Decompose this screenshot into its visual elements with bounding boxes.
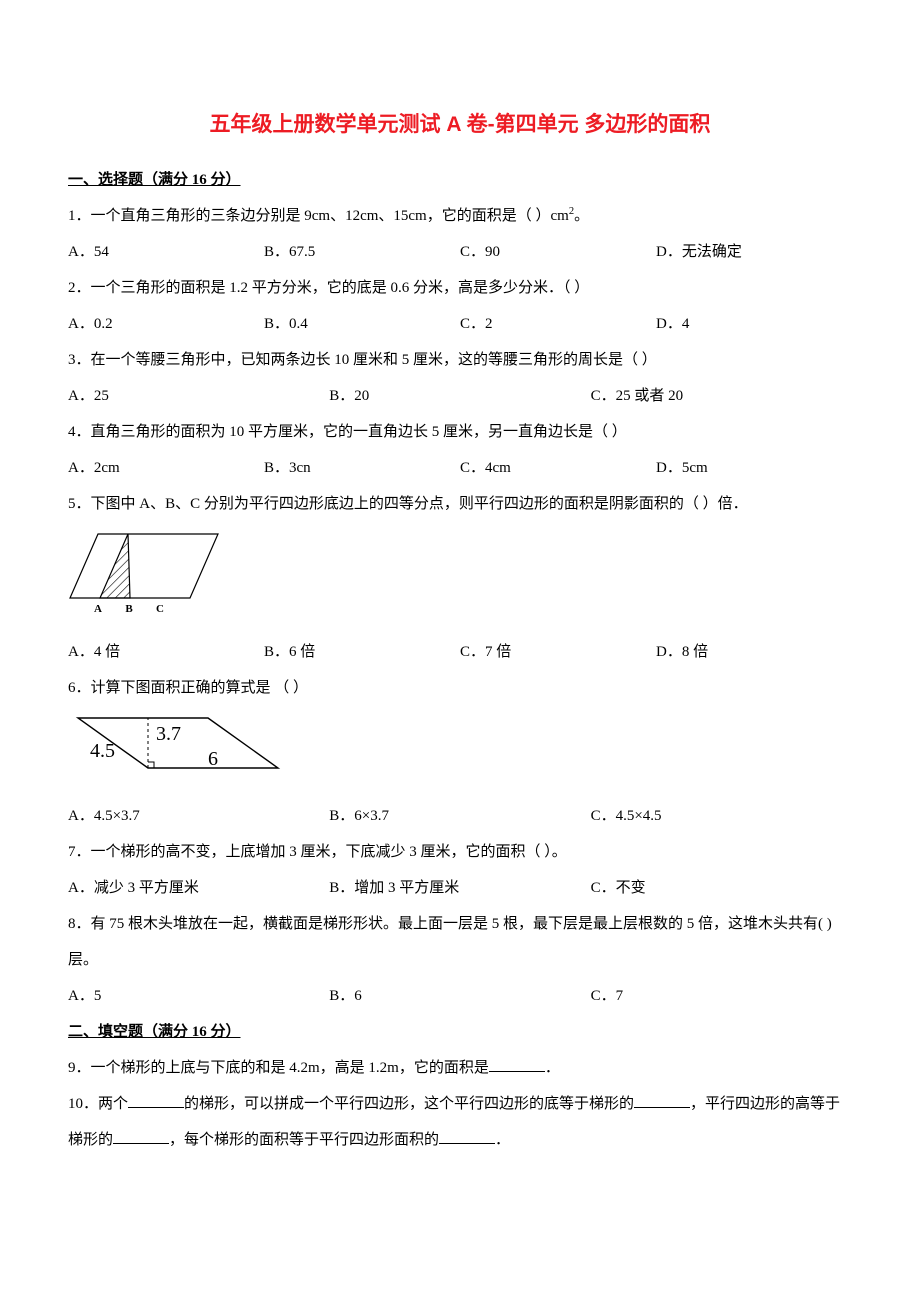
q5-opt-d: D．8 倍 xyxy=(656,634,852,670)
q6-opt-a: A．4.5×3.7 xyxy=(68,798,329,834)
q8-opt-c: C．7 xyxy=(591,978,852,1014)
q9: 9．一个梯形的上底与下底的和是 4.2m，高是 1.2m，它的面积是 ． xyxy=(68,1050,852,1086)
section-1-header: 一、选择题（满分 16 分） xyxy=(68,162,852,198)
q10-blank-4 xyxy=(439,1128,495,1144)
section-2-header: 二、填空题（满分 16 分） xyxy=(68,1014,852,1050)
q5-opt-b: B．6 倍 xyxy=(264,634,460,670)
q10: 10．两个的梯形，可以拼成一个平行四边形，这个平行四边形的底等于梯形的，平行四边… xyxy=(68,1086,852,1158)
q5-label-c: C xyxy=(156,603,164,615)
q6-figure: 4.5 3.7 6 xyxy=(68,710,852,794)
q4-options: A．2cm B．3cn C．4cm D．5cm xyxy=(68,450,852,486)
q1-opt-c: C．90 xyxy=(460,234,656,270)
q2: 2．一个三角形的面积是 1.2 平方分米，它的底是 0.6 分米，高是多少分米．… xyxy=(68,270,852,306)
q9-blank xyxy=(489,1056,545,1072)
q6-label-left: 4.5 xyxy=(90,740,115,762)
q2-opt-d: D．4 xyxy=(656,306,852,342)
q5-figure: A B C xyxy=(68,526,852,630)
q5-opt-c: C．7 倍 xyxy=(460,634,656,670)
q4-opt-c: C．4cm xyxy=(460,450,656,486)
q4-opt-b: B．3cn xyxy=(264,450,460,486)
q1-opt-a: A．54 xyxy=(68,234,264,270)
q6-opt-b: B．6×3.7 xyxy=(329,798,590,834)
q6: 6．计算下图面积正确的算式是 （ ） xyxy=(68,670,852,706)
q5-opt-a: A．4 倍 xyxy=(68,634,264,670)
q1-options: A．54 B．67.5 C．90 D．无法确定 xyxy=(68,234,852,270)
q8-options: A．5 B．6 C．7 xyxy=(68,978,852,1014)
q5-label-a: A xyxy=(94,603,102,615)
q7-opt-a: A．减少 3 平方厘米 xyxy=(68,870,329,906)
q9-post: ． xyxy=(545,1060,560,1076)
q9-pre: 9．一个梯形的上底与下底的和是 4.2m，高是 1.2m，它的面积是 xyxy=(68,1060,489,1076)
q1-opt-d: D．无法确定 xyxy=(656,234,852,270)
q10-p1b: 的梯形，可以拼成一个平行四边形，这个平行四边形的底等于梯形的 xyxy=(184,1096,634,1112)
q7-options: A．减少 3 平方厘米 B．增加 3 平方厘米 C．不变 xyxy=(68,870,852,906)
q5-label-b: B xyxy=(125,603,133,615)
q1: 1．一个直角三角形的三条边分别是 9cm、12cm、15cm，它的面积是（ ）c… xyxy=(68,198,852,234)
q2-opt-a: A．0.2 xyxy=(68,306,264,342)
q4: 4．直角三角形的面积为 10 平方厘米，它的一直角边长 5 厘米，另一直角边长是… xyxy=(68,414,852,450)
q10-p1e: ． xyxy=(495,1132,510,1148)
q10-blank-3 xyxy=(113,1128,169,1144)
q10-blank-1 xyxy=(128,1092,184,1108)
q2-opt-c: C．2 xyxy=(460,306,656,342)
q4-opt-a: A．2cm xyxy=(68,450,264,486)
q6-label-height: 3.7 xyxy=(156,723,181,745)
q6-label-base: 6 xyxy=(208,748,218,770)
q1-post: 。 xyxy=(574,208,589,224)
q7: 7．一个梯形的高不变，上底增加 3 厘米，下底减少 3 厘米，它的面积（ ）。 xyxy=(68,834,852,870)
q5: 5．下图中 A、B、C 分别为平行四边形底边上的四等分点，则平行四边形的面积是阴… xyxy=(68,486,852,522)
q6-opt-c: C．4.5×4.5 xyxy=(591,798,852,834)
q10-p1a: 10．两个 xyxy=(68,1096,128,1112)
q8-opt-a: A．5 xyxy=(68,978,329,1014)
q8-opt-b: B．6 xyxy=(329,978,590,1014)
q7-opt-b: B．增加 3 平方厘米 xyxy=(329,870,590,906)
page-title: 五年级上册数学单元测试 A 卷-第四单元 多边形的面积 xyxy=(68,100,852,150)
q10-p1d: ，每个梯形的面积等于平行四边形面积的 xyxy=(169,1132,439,1148)
q8: 8．有 75 根木头堆放在一起，横截面是梯形形状。最上面一层是 5 根，最下层是… xyxy=(68,906,852,978)
q1-text: 1．一个直角三角形的三条边分别是 9cm、12cm、15cm，它的面积是（ ）c… xyxy=(68,208,569,224)
q3: 3．在一个等腰三角形中，已知两条边长 10 厘米和 5 厘米，这的等腰三角形的周… xyxy=(68,342,852,378)
q5-options: A．4 倍 B．6 倍 C．7 倍 D．8 倍 xyxy=(68,634,852,670)
q6-options: A．4.5×3.7 B．6×3.7 C．4.5×4.5 xyxy=(68,798,852,834)
q3-options: A．25 B．20 C．25 或者 20 xyxy=(68,378,852,414)
q10-blank-2 xyxy=(634,1092,690,1108)
q3-opt-b: B．20 xyxy=(329,378,590,414)
q2-options: A．0.2 B．0.4 C．2 D．4 xyxy=(68,306,852,342)
q1-opt-b: B．67.5 xyxy=(264,234,460,270)
q2-opt-b: B．0.4 xyxy=(264,306,460,342)
q3-opt-a: A．25 xyxy=(68,378,329,414)
q7-opt-c: C．不变 xyxy=(591,870,852,906)
q4-opt-d: D．5cm xyxy=(656,450,852,486)
q3-opt-c: C．25 或者 20 xyxy=(591,378,852,414)
